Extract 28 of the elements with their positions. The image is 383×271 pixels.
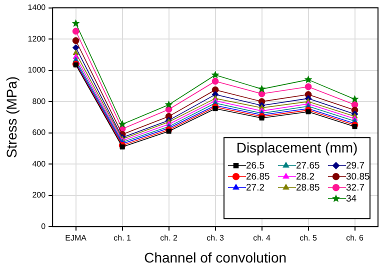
x-tick-label: ch. 6 (346, 234, 364, 243)
legend-label: 30.85 (346, 172, 370, 183)
x-tick-label: ch. 1 (114, 234, 132, 243)
x-axis-title: Channel of convolution (144, 249, 287, 266)
legend-label: 28.2 (296, 172, 314, 183)
x-tick-label: ch. 3 (206, 234, 225, 243)
y-tick-label: 1400 (28, 3, 46, 12)
y-axis-title: Stress (MPa) (3, 76, 20, 158)
y-tick-label: 200 (32, 190, 46, 200)
legend-label: 26.5 (246, 160, 264, 172)
y-tick-label: 800 (32, 96, 46, 106)
legend-label: 34 (346, 194, 357, 205)
legend-label: 27.65 (296, 160, 320, 172)
y-tick-label: 600 (32, 128, 46, 138)
x-tick-label: ch. 5 (300, 234, 318, 243)
x-tick-label: ch. 2 (160, 234, 178, 243)
legend-label: 26.85 (246, 172, 270, 183)
legend-label: 32.7 (346, 182, 364, 194)
legend-title: Displacement (mm) (236, 139, 358, 156)
y-tick-label: 1200 (28, 34, 46, 44)
legend-label: 29.7 (346, 160, 364, 172)
legend-label: 27.2 (246, 182, 264, 194)
y-tick-label: 0 (41, 222, 46, 231)
y-tick-label: 400 (32, 159, 46, 168)
x-tick-label: ch. 4 (253, 234, 272, 243)
x-tick-label: EJMA (65, 234, 88, 243)
legend-label: 28.85 (296, 182, 320, 194)
y-tick-label: 1000 (28, 66, 46, 75)
